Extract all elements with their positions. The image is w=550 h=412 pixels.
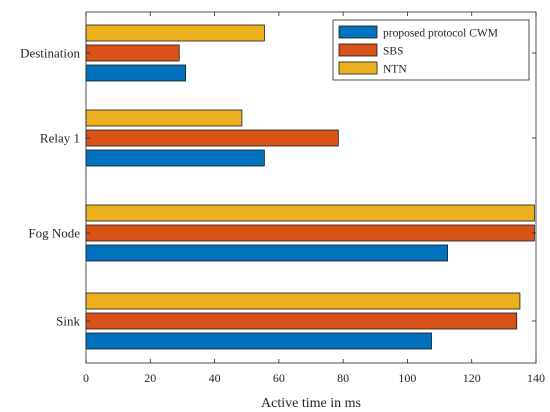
bar-destination-1 <box>85 44 180 62</box>
legend-label: proposed protocol CWM <box>383 28 498 40</box>
bar-destination-2 <box>85 24 265 42</box>
bar-relay-1-2 <box>85 109 243 127</box>
legend: proposed protocol CWM SBS NTN <box>332 19 530 81</box>
legend-swatch <box>338 61 378 75</box>
category-label: Sink <box>56 314 80 329</box>
x-tick-label: 40 <box>209 371 221 385</box>
x-tick-label: 60 <box>273 371 285 385</box>
x-tick-label: 80 <box>337 371 349 385</box>
bar-fog-node-0 <box>85 244 449 262</box>
x-axis-ticks: 0 20 40 60 80 100 120 140 <box>83 12 545 385</box>
bar-destination-0 <box>85 64 187 82</box>
y-axis-categories: Destination Relay 1 Fog Node Sink <box>20 46 536 329</box>
plot-frame <box>85 11 537 364</box>
bar-sink-0 <box>85 332 432 350</box>
x-axis-title: Active time in ms <box>261 396 361 411</box>
category-label: Relay 1 <box>40 131 80 146</box>
category-label: Fog Node <box>28 226 80 241</box>
x-tick-label: 20 <box>144 371 156 385</box>
legend-label: NTN <box>383 64 407 76</box>
bar-relay-1-0 <box>85 149 265 167</box>
bar-relay-1-1 <box>85 129 339 147</box>
bar-fog-node-1 <box>85 224 535 242</box>
x-tick-label: 120 <box>463 371 481 385</box>
bar-fog-node-2 <box>85 204 535 222</box>
bar-sink-2 <box>85 292 521 310</box>
x-tick-label: 0 <box>83 371 89 385</box>
legend-swatch <box>338 43 378 57</box>
x-tick-label: 100 <box>398 371 416 385</box>
legend-swatch <box>338 25 378 39</box>
x-tick-label: 140 <box>527 371 545 385</box>
bar-sink-1 <box>85 312 518 330</box>
legend-label: SBS <box>383 46 403 58</box>
category-label: Destination <box>20 46 80 61</box>
